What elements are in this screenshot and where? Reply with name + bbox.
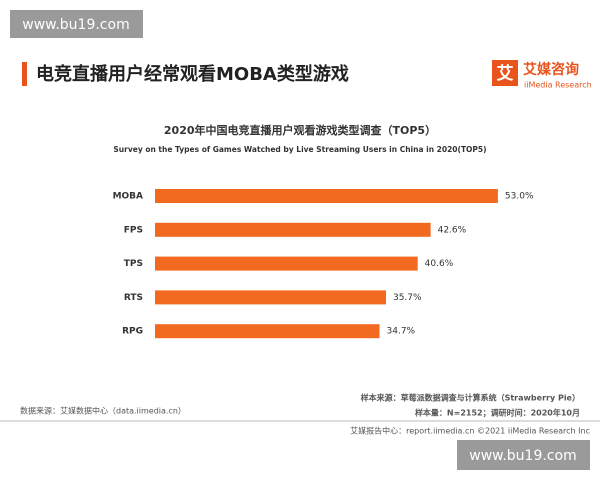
category-label: FPS [124,225,143,235]
watermark: www.bu19.com [469,448,576,464]
page-title: 电竞直播用户经常观看MOBA类型游戏 [36,63,349,85]
category-label: TPS [124,259,143,269]
source: 样本来源：草莓派数据调查与计算系统（Strawberry Pie） [361,393,580,403]
category-label: RTS [124,293,143,303]
category-label: MOBA [113,192,143,202]
logo-icon-box [492,60,518,86]
footer: 艾媒报告中心：report.iimedia.cn ©2021 iiMedia R… [350,426,590,436]
bar [155,290,386,305]
value-label: 53.0% [505,192,534,202]
bar [155,222,431,237]
logo-icon: 艾 [497,63,514,84]
value-label: 40.6% [425,259,454,269]
logo-sub: iiMedia Research [524,81,592,90]
title-accent [22,62,27,86]
watermark: www.bu19.com [22,17,129,33]
bar [155,189,498,203]
value-label: 34.7% [387,327,416,337]
bar [155,324,380,339]
value-label: 35.7% [393,293,422,303]
bar [155,256,418,271]
watermark-box [457,440,590,470]
watermark-box [10,10,143,38]
data-source: 数据来源：艾媒数据中心（data.iimedia.cn） [20,406,186,416]
value-label: 42.6% [438,225,467,235]
chart-subtitle: Survey on the Types of Games Watched by … [113,145,486,154]
chart-title: 2020年中国电竞直播用户观看游戏类型调查（TOP5） [164,123,436,137]
logo-name: 艾媒咨询 [523,61,579,78]
sample: 样本量：N=2152；调研时间：2020年10月 [415,408,580,419]
category-label: RPG [122,327,143,337]
